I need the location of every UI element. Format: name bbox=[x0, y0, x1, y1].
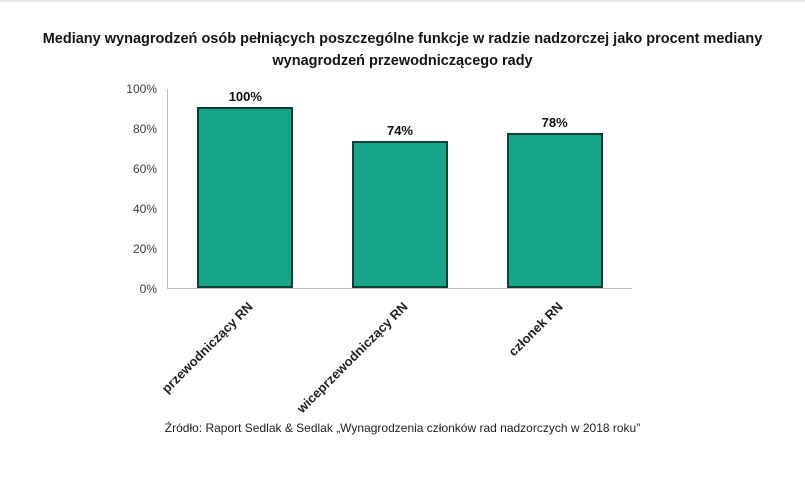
y-axis-tick-label: 40% bbox=[132, 201, 157, 216]
bar-value-label: 78% bbox=[541, 114, 568, 130]
y-axis-tick-label: 60% bbox=[132, 161, 157, 176]
chart-plot-area: 0% 20% 40% 60% 80% 100% 100% 74% 78% bbox=[112, 82, 805, 296]
x-axis-category-label: członek RN bbox=[505, 298, 566, 360]
chart-title: Mediany wynagrodzeń osób pełniących posz… bbox=[42, 31, 763, 70]
bar-value-label: 100% bbox=[228, 88, 262, 104]
y-axis: 0% 20% 40% 60% 80% 100% bbox=[112, 82, 167, 296]
bar-przewodniczacy-rn bbox=[197, 106, 294, 288]
y-axis-tick-label: 0% bbox=[139, 281, 157, 296]
plot: 100% 74% 78% bbox=[167, 88, 632, 289]
bar-czlonek-rn bbox=[506, 132, 603, 288]
bar-column-przewodniczacy: 100% bbox=[197, 88, 294, 288]
y-axis-tick-label: 100% bbox=[126, 81, 157, 96]
source-caption: Źródło: Raport Sedlak & Sedlak „Wynagrod… bbox=[164, 420, 641, 435]
bar-column-czlonek: 78% bbox=[506, 89, 603, 288]
x-axis-category-label: wiceprzewodniczący RN bbox=[293, 298, 411, 416]
bar-column-wiceprzewodniczacy: 74% bbox=[351, 89, 448, 288]
x-axis: przewodniczący RN wiceprzewodniczący RN … bbox=[159, 289, 632, 417]
bar-wiceprzewodniczacy-rn bbox=[351, 140, 448, 288]
y-axis-tick-label: 20% bbox=[132, 241, 157, 256]
bar-value-label: 74% bbox=[386, 122, 413, 138]
y-axis-tick-label: 80% bbox=[132, 121, 157, 136]
x-axis-category-label: przewodniczący RN bbox=[158, 298, 256, 396]
